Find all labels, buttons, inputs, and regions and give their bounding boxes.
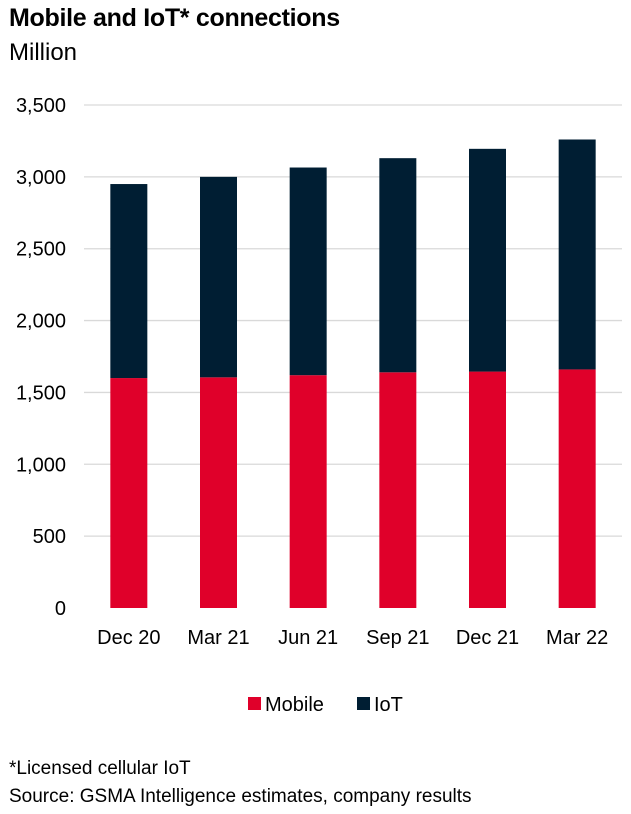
bar-mobile-jun-21 — [289, 375, 327, 608]
legend-label-mobile: Mobile — [265, 694, 324, 716]
x-tick-label: Mar 22 — [546, 627, 608, 649]
y-tick-label: 500 — [33, 526, 66, 548]
y-tick-label: 0 — [55, 598, 66, 620]
source-note: Source: GSMA Intelligence estimates, com… — [9, 786, 472, 807]
x-tick-label: Sep 21 — [366, 627, 429, 649]
y-tick-label: 3,500 — [16, 95, 66, 117]
bar-iot-dec-20 — [110, 184, 148, 379]
y-tick-label: 2,500 — [16, 239, 66, 261]
y-tick-label: 2,000 — [16, 311, 66, 333]
bar-mobile-mar-22 — [558, 369, 596, 608]
bar-mobile-dec-20 — [110, 378, 148, 608]
legend-swatch-iot — [357, 697, 370, 710]
bar-iot-mar-21 — [200, 176, 237, 378]
x-tick-label: Mar 21 — [187, 627, 249, 649]
bar-iot-jun-21 — [289, 167, 327, 376]
chart-title: Mobile and IoT* connections — [9, 4, 340, 32]
y-tick-label: 1,000 — [16, 454, 66, 476]
footnote: *Licensed cellular IoT — [9, 758, 191, 779]
bar-mobile-mar-21 — [200, 377, 237, 608]
stacked-bar-chart: 0 500 1,000 1,500 2,000 2,500 3,000 3,500 Dec 20… — [16, 95, 622, 716]
x-tick-label: Dec 20 — [97, 627, 160, 649]
x-tick-label: Jun 21 — [278, 627, 338, 649]
y-tick-label: 1,500 — [16, 382, 66, 404]
bar-mobile-dec-21 — [469, 371, 506, 608]
legend-swatch-mobile — [248, 697, 261, 710]
x-tick-label: Dec 21 — [456, 627, 519, 649]
bar-mobile-sep-21 — [379, 372, 417, 608]
bar-iot-dec-21 — [469, 148, 506, 372]
bar-iot-sep-21 — [379, 158, 417, 373]
bar-iot-mar-22 — [558, 139, 596, 370]
legend-label-iot: IoT — [374, 694, 403, 716]
y-tick-label: 3,000 — [16, 167, 66, 189]
chart-subtitle: Million — [9, 39, 78, 66]
